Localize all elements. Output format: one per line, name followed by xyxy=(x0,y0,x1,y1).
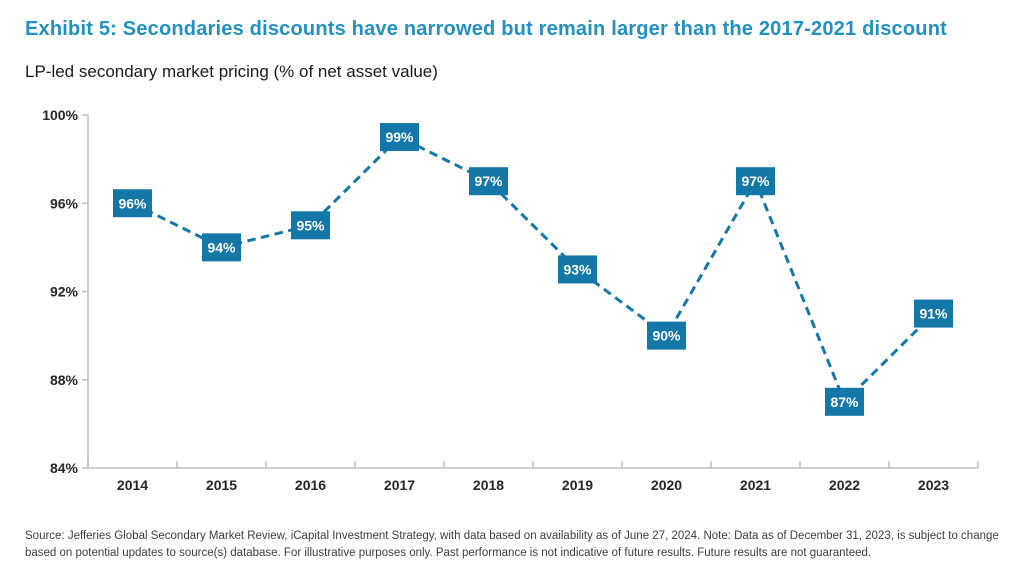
y-tick-label: 92% xyxy=(50,284,79,300)
data-label-box xyxy=(825,387,864,416)
y-tick-label: 96% xyxy=(50,195,79,211)
data-label-box xyxy=(469,167,508,196)
data-point-2020: 90% xyxy=(647,321,686,350)
data-point-2015: 94% xyxy=(202,233,241,262)
x-tick-label-2017: 2017 xyxy=(384,477,415,493)
source-note: Source: Jefferies Global Secondary Marke… xyxy=(25,530,999,559)
y-tick-label: 100% xyxy=(42,107,78,123)
series-line xyxy=(131,135,935,405)
data-point-2019: 93% xyxy=(558,255,597,284)
chart-subtitle: LP-led secondary market pricing (% of ne… xyxy=(25,62,438,81)
x-tick-label-2022: 2022 xyxy=(829,477,860,493)
data-point-2014: 96% xyxy=(113,189,152,218)
x-tick-label-2019: 2019 xyxy=(562,477,593,493)
data-label-text: 94% xyxy=(207,239,236,255)
x-tick-label-2016: 2016 xyxy=(295,477,326,493)
axes: 84% 88% 92% 96% 100% 2014 2015 2016 2017 2018 2019… xyxy=(42,107,979,493)
data-label-text: 93% xyxy=(563,261,592,277)
data-point-2017: 99% xyxy=(380,123,419,152)
data-label-box xyxy=(291,211,330,240)
data-label-text: 95% xyxy=(296,217,325,233)
data-point-2021: 97% xyxy=(736,167,775,196)
data-point-2016: 95% xyxy=(291,211,330,240)
data-label-text: 90% xyxy=(652,328,681,344)
data-point-2023: 91% xyxy=(914,299,953,328)
x-tick-label-2021: 2021 xyxy=(740,477,771,493)
x-tick-label-2020: 2020 xyxy=(651,477,682,493)
x-tick-label-2014: 2014 xyxy=(117,477,148,493)
data-label-box xyxy=(647,321,686,350)
data-label-box xyxy=(113,189,152,218)
x-tick-label-2015: 2015 xyxy=(206,477,237,493)
data-label-text: 91% xyxy=(919,306,948,322)
data-label-text: 87% xyxy=(830,394,859,410)
data-label-text: 99% xyxy=(385,129,414,145)
data-label-text: 97% xyxy=(474,173,503,189)
data-point-2018: 97% xyxy=(469,167,508,196)
data-label-text: 97% xyxy=(741,173,770,189)
data-label-box xyxy=(914,299,953,328)
data-label-box xyxy=(202,233,241,262)
data-label-text: 96% xyxy=(118,195,147,211)
data-label-box xyxy=(736,167,775,196)
y-tick-label: 88% xyxy=(50,372,79,388)
data-point-2022: 87% xyxy=(825,387,864,416)
x-tick-label-2023: 2023 xyxy=(918,477,949,493)
y-tick-label: 84% xyxy=(50,460,79,476)
data-label-box xyxy=(558,255,597,284)
data-label-box xyxy=(380,123,419,152)
exhibit-title: Exhibit 5: Secondaries discounts have na… xyxy=(25,18,947,40)
x-tick-label-2018: 2018 xyxy=(473,477,504,493)
